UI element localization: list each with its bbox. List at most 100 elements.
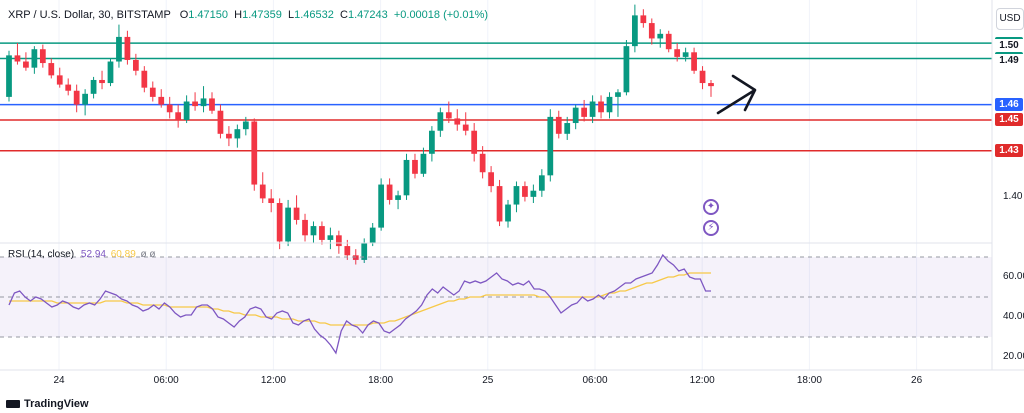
rsi-grid (0, 256, 992, 338)
candle (65, 78, 72, 96)
candle-body (251, 121, 258, 185)
change-value: +0.00018 (+0.01%) (393, 9, 489, 21)
candle (403, 153, 410, 200)
candle (665, 30, 672, 53)
candle-body (276, 203, 283, 242)
candle-body (217, 110, 224, 134)
candle-body (581, 107, 588, 117)
candle (378, 178, 385, 231)
candle-body (319, 226, 325, 240)
candle (31, 46, 38, 74)
candle-body (471, 130, 478, 154)
candle-body (632, 15, 638, 47)
candle (547, 109, 554, 182)
time-tick-label: 26 (911, 375, 923, 386)
candle (632, 4, 638, 53)
candle (166, 96, 173, 119)
currency-button[interactable]: USD (996, 8, 1024, 30)
candle (209, 92, 215, 114)
candle-body (657, 33, 664, 39)
brand-text: TradingView (24, 398, 89, 410)
candle (462, 112, 469, 136)
candle (200, 86, 207, 113)
rsi-ma-line (9, 272, 711, 326)
candle-body (82, 93, 88, 105)
candle-body (420, 153, 427, 174)
candle (217, 104, 224, 139)
candle-body (564, 123, 571, 134)
candle (90, 76, 97, 99)
candle-body (479, 153, 486, 173)
candle-body (445, 112, 452, 119)
candle-body (209, 98, 215, 111)
candle-body (462, 124, 469, 131)
candles (6, 4, 714, 265)
candle-body (513, 186, 520, 205)
candle-body (39, 49, 46, 64)
time-tick-label: 24 (53, 375, 65, 386)
rsi-title[interactable]: RSI (14, close) (8, 249, 75, 260)
lightning-icon[interactable]: ⚡ (703, 220, 719, 236)
candle (192, 92, 198, 111)
price-level-tag: 1.45 (995, 113, 1023, 127)
candle (226, 126, 232, 147)
candle (48, 58, 55, 79)
candle (699, 66, 706, 90)
candle (657, 29, 664, 48)
candle-body (403, 159, 410, 196)
candle (141, 66, 148, 93)
price-levels (0, 42, 992, 152)
candle (293, 195, 300, 225)
candle-body (674, 49, 681, 57)
time-tick-label: 25 (482, 375, 494, 386)
rsi-tick-label: 20.00 (1003, 351, 1024, 362)
candle-body (555, 116, 562, 134)
candle (598, 95, 604, 119)
candle-body (344, 246, 351, 256)
candle (268, 189, 275, 213)
symbol-title[interactable]: XRP / U.S. Dollar, 30, BITSTAMP (8, 9, 171, 21)
rsi-lines (8, 253, 711, 355)
candle-body (589, 101, 596, 117)
sparkle-icon[interactable]: ✦ (703, 199, 719, 215)
candle-body (65, 84, 72, 91)
candle (640, 9, 647, 28)
candle (615, 89, 621, 117)
ohlc-values: O1.47150 H1.47359 L1.46532 C1.47243 +0.0… (179, 9, 489, 21)
candle-body (158, 96, 165, 105)
candle-body (268, 198, 275, 204)
candle (691, 47, 697, 74)
candle-body (141, 70, 148, 88)
candle-body (530, 190, 537, 197)
candle-body (648, 23, 655, 39)
candle-body (369, 227, 376, 243)
candle (429, 126, 435, 162)
open-value: 1.47150 (188, 9, 229, 21)
candle (496, 179, 503, 227)
candle (412, 153, 418, 179)
candle-body (412, 159, 418, 174)
candle-body (234, 129, 241, 139)
price-level-tag: 1.46 (995, 98, 1023, 112)
candle (420, 147, 427, 177)
rsi-ma-value: 60.89 (110, 249, 136, 260)
candle (23, 52, 29, 71)
candle (437, 107, 444, 137)
candle-body (107, 61, 114, 84)
candle-body (395, 195, 401, 200)
symbol-legend: XRP / U.S. Dollar, 30, BITSTAMP O1.47150… (8, 9, 488, 21)
candle-body (572, 107, 579, 124)
candle (572, 104, 579, 130)
candle (242, 116, 249, 136)
time-tick-label: 06:00 (154, 375, 179, 386)
candle (14, 43, 21, 65)
candle (445, 101, 452, 124)
price-tick-label: 1.40 (1003, 190, 1023, 202)
rsi-line (8, 253, 711, 355)
candle (259, 172, 266, 204)
candle (505, 199, 511, 228)
candle-body (242, 121, 249, 130)
candle-body (73, 90, 80, 105)
candle (386, 178, 393, 205)
